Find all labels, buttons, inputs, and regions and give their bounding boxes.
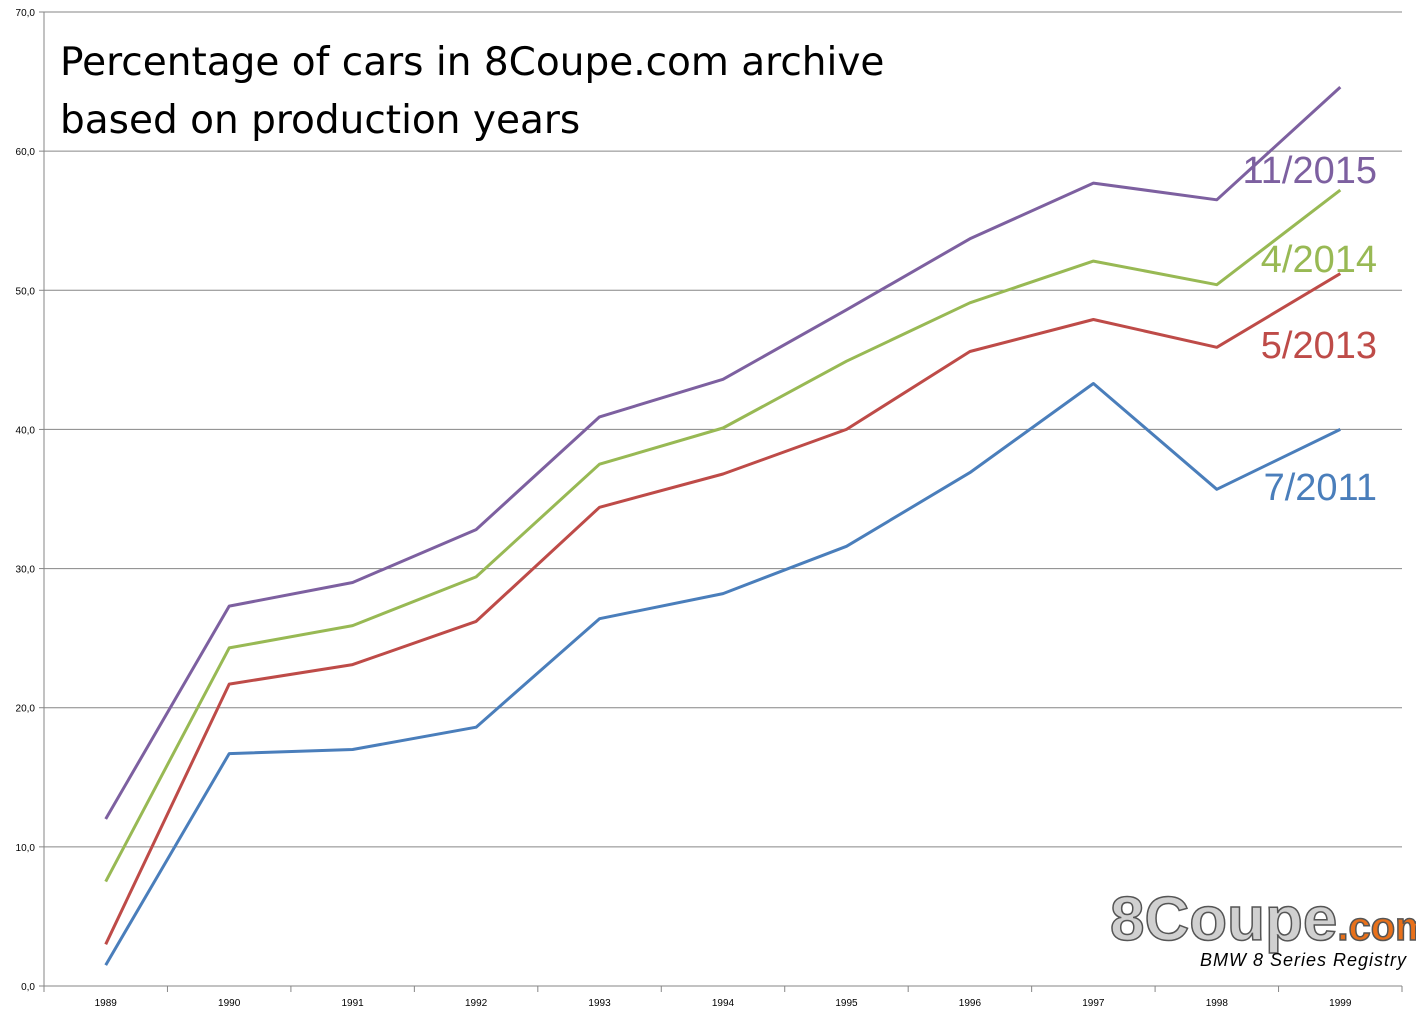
series-line bbox=[104, 188, 1342, 883]
x-tick-label: 1998 bbox=[1206, 998, 1229, 1009]
series-line bbox=[104, 382, 1341, 966]
x-tick-label: 1990 bbox=[218, 998, 241, 1009]
y-tick-label: 30,0 bbox=[16, 565, 36, 576]
x-axis-ticks: 1989 1990 1991 1992 1993 1994 1995 1996 1997 1998… bbox=[43, 986, 1403, 1009]
y-tick-label: 40,0 bbox=[16, 425, 36, 436]
x-tick-label: 1995 bbox=[835, 998, 858, 1009]
grid-lines bbox=[44, 11, 1402, 848]
x-tick-label: 1991 bbox=[342, 998, 365, 1009]
svg-text:8Coupe.com: 8Coupe.com bbox=[1110, 885, 1416, 954]
axes bbox=[43, 12, 1402, 987]
series-line bbox=[104, 85, 1342, 820]
series-line bbox=[104, 272, 1342, 945]
x-tick-label: 1996 bbox=[959, 998, 982, 1009]
x-tick-label: 1999 bbox=[1329, 998, 1352, 1009]
y-tick-label: 50,0 bbox=[16, 286, 36, 297]
series-labels: 7/2011 5/2013 4/2014 11/2015 bbox=[1242, 150, 1377, 509]
x-tick-label: 1994 bbox=[712, 998, 735, 1009]
logo-suffix-text: .com bbox=[1337, 905, 1416, 949]
chart-title-line-2: based on production years bbox=[60, 98, 580, 143]
x-tick-label: 1989 bbox=[95, 998, 118, 1009]
series-lines bbox=[104, 85, 1342, 966]
x-tick-label: 1992 bbox=[465, 998, 488, 1009]
chart-title-line-1: Percentage of cars in 8Coupe.com archive bbox=[60, 40, 884, 85]
series-label: 11/2015 bbox=[1242, 150, 1377, 192]
y-tick-label: 10,0 bbox=[16, 843, 36, 854]
y-tick-label: 0,0 bbox=[21, 982, 35, 993]
y-tick-label: 60,0 bbox=[16, 147, 36, 158]
logo-main-text: 8Coupe bbox=[1110, 885, 1337, 954]
series-label: 7/2011 bbox=[1264, 467, 1377, 509]
series-label: 5/2013 bbox=[1261, 325, 1377, 367]
y-tick-label: 20,0 bbox=[16, 704, 36, 715]
site-logo: 8Coupe.com BMW 8 Series Registry bbox=[1109, 884, 1416, 970]
x-tick-label: 1997 bbox=[1082, 998, 1105, 1009]
series-label: 4/2014 bbox=[1261, 239, 1377, 281]
y-axis-ticks: 0,0 10,0 20,0 30,0 40,0 50,0 60,0 70,0 bbox=[16, 8, 44, 993]
y-tick-label: 70,0 bbox=[16, 8, 36, 19]
x-tick-label: 1993 bbox=[588, 998, 611, 1009]
logo-tagline: BMW 8 Series Registry bbox=[1200, 950, 1407, 970]
